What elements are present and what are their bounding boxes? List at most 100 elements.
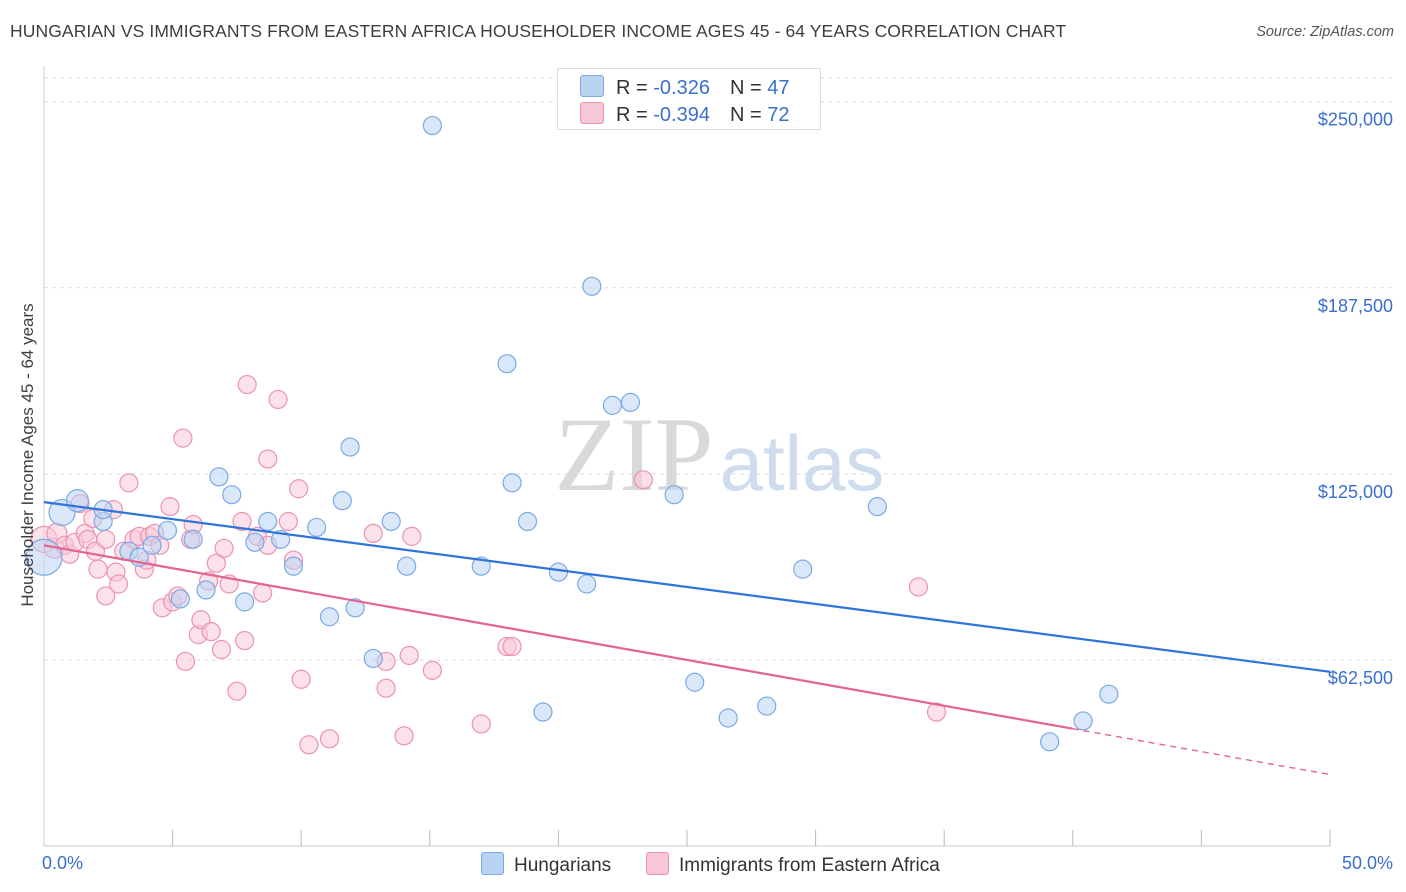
hungarian-point: [157, 520, 178, 541]
legend-item-hungarians[interactable]: Hungarians: [481, 852, 611, 877]
eastern-africa-point: [268, 389, 288, 410]
hungarian-point: [258, 511, 278, 532]
y-tick-label: $125,000: [1318, 482, 1393, 502]
eastern-africa-point: [399, 645, 419, 666]
eastern-africa-point: [299, 735, 319, 755]
eastern-africa-point: [633, 470, 653, 490]
eastern-africa-point: [214, 538, 234, 558]
hungarian-point: [170, 589, 190, 609]
hungarian-point: [183, 529, 203, 549]
chart-title: HUNGARIAN VS IMMIGRANTS FROM EASTERN AFR…: [10, 21, 1067, 41]
hungarian-point: [664, 485, 684, 505]
y-tick-label: $250,000: [1318, 110, 1393, 130]
eastern-africa-point: [289, 479, 309, 499]
hungarian-point: [582, 276, 602, 296]
hungarian-point: [222, 485, 242, 505]
legend-row-hungarians: R = -0.326 N = 47: [580, 75, 789, 101]
hungarian-point: [1099, 684, 1119, 704]
eastern-africa-point: [173, 428, 193, 448]
hungarian-trend-line: [43, 501, 1331, 673]
series-legend: Hungarians Immigrants from Eastern Afric…: [0, 852, 1406, 878]
x-tick-labels: 0.0% 50.0%: [42, 853, 1393, 873]
n-value: 47: [767, 77, 790, 99]
hungarian-point: [340, 437, 360, 457]
eastern-africa-point: [119, 473, 139, 493]
hungarian-point: [502, 473, 522, 493]
hungarian-point: [345, 598, 365, 618]
eastern-africa-point: [206, 553, 226, 573]
hungarian-point: [533, 702, 553, 722]
eastern-africa-point: [108, 574, 129, 594]
x-tick-label: 50.0%: [1342, 853, 1393, 873]
hungarian-point: [422, 115, 442, 136]
r-label: R =: [616, 77, 654, 99]
hungarian-point: [757, 696, 777, 716]
eastern-africa-point: [394, 726, 414, 746]
hungarian-point: [142, 535, 162, 555]
eastern-africa-point: [376, 678, 396, 698]
hungarian-point: [209, 467, 229, 487]
hungarian-point: [517, 511, 538, 532]
hungarian-point: [548, 562, 569, 582]
hungarian-point: [867, 497, 887, 517]
y-axis-title: Householder Income Ages 45 - 64 years: [18, 303, 37, 607]
source-label: Source: ZipAtlas.com: [1256, 24, 1394, 40]
eastern-africa-point: [253, 583, 273, 603]
hungarian-point: [381, 511, 401, 532]
legend-label: Hungarians: [514, 855, 612, 876]
eastern-africa-point: [232, 511, 252, 532]
hungarian-point: [307, 517, 327, 538]
hungarian-point: [235, 592, 255, 612]
hungarian-point: [685, 672, 705, 692]
grid-lines: [44, 77, 1394, 661]
hungarians-swatch: [580, 75, 604, 97]
eastern-africa-point: [471, 714, 491, 734]
axes: [43, 66, 1331, 847]
eastern-africa-point: [908, 577, 929, 597]
hungarian-point: [283, 556, 304, 576]
eastern-africa-point: [422, 660, 442, 680]
trend-lines: [43, 501, 1331, 776]
r-label: R =: [616, 104, 654, 126]
eastern-africa-legend-swatch: [646, 852, 669, 875]
eastern-africa-trend-extension: [1072, 728, 1331, 776]
legend-label: Immigrants from Eastern Africa: [679, 855, 940, 876]
eastern-africa-point: [926, 702, 947, 722]
hungarian-point: [397, 556, 417, 576]
eastern-africa-point: [402, 526, 422, 546]
eastern-africa-point: [258, 449, 278, 469]
eastern-africa-point: [235, 630, 255, 651]
correlation-legend: R = -0.326 N = 47 R = -0.394 N = 72: [557, 68, 821, 130]
r-value: -0.394: [653, 104, 710, 126]
eastern-africa-swatch: [580, 102, 604, 124]
x-tick-label: 0.0%: [42, 853, 83, 873]
hungarian-point: [196, 580, 216, 600]
eastern-africa-point: [96, 586, 116, 606]
eastern-africa-point: [227, 681, 247, 701]
hungarian-point: [319, 607, 340, 627]
hungarian-point: [718, 708, 738, 728]
eastern-africa-point: [237, 374, 257, 395]
hungarian-point: [471, 556, 491, 576]
watermark-atlas: atlas: [720, 419, 885, 507]
n-value: 72: [767, 104, 790, 126]
eastern-africa-point: [175, 651, 196, 672]
eastern-africa-point: [88, 559, 108, 579]
hungarian-point: [497, 354, 517, 374]
eastern-africa-point: [291, 669, 311, 689]
legend-item-eastern-africa[interactable]: Immigrants from Eastern Africa: [646, 852, 940, 877]
eastern-africa-point: [201, 622, 221, 642]
eastern-africa-point: [278, 511, 298, 532]
eastern-africa-point: [319, 729, 340, 749]
eastern-africa-point: [211, 639, 232, 660]
hungarian-point: [363, 648, 383, 669]
eastern-africa-trend-line: [43, 544, 1073, 730]
n-label: N =: [729, 104, 768, 126]
y-tick-label: $187,500: [1318, 296, 1393, 316]
watermark-zip: ZIP: [555, 396, 714, 513]
hungarian-point: [25, 538, 63, 576]
hungarian-point: [577, 574, 597, 594]
hungarian-point: [793, 559, 813, 579]
hungarian-point: [602, 395, 623, 415]
